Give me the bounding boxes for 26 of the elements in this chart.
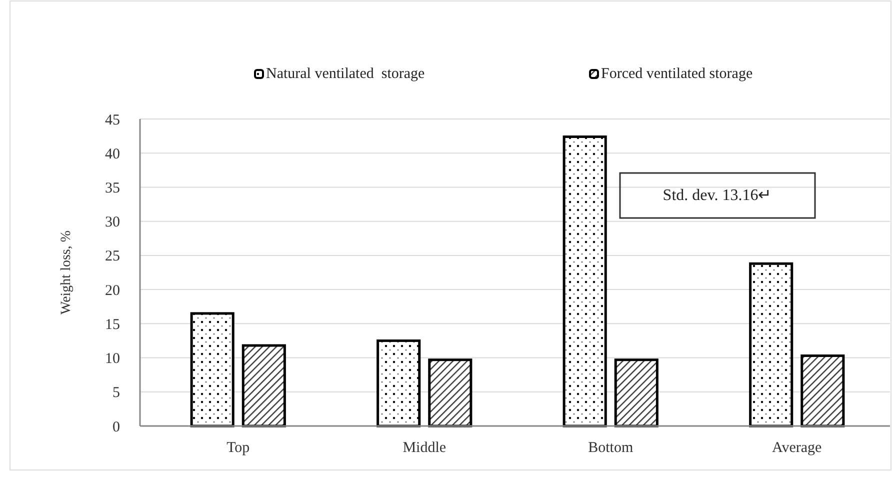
y-tick-label: 40 [105,146,120,162]
bar [376,339,421,428]
y-tick-label: 30 [105,214,120,231]
y-tick-label: 45 [105,112,120,128]
legend-label: Forced ventilated storage [601,66,753,82]
y-tick-label: 10 [105,351,120,368]
y-tick-label: 25 [105,248,120,265]
y-tick-label: 35 [105,180,120,196]
annotation: Std. dev. 13.16↵ [662,187,772,204]
bar [614,358,658,428]
legend-label: Natural ventilated storage [266,66,426,82]
bar [749,262,794,428]
bar [190,312,234,428]
y-axis-title: Weight loss, % [59,230,74,315]
x-tick-label: Average [772,440,822,456]
y-tick-label: 15 [105,316,120,333]
y-tick-label: 20 [105,282,120,299]
bar [428,358,472,428]
x-tick-label: Middle [402,440,446,456]
y-tick-label: 5 [112,385,120,402]
bar [800,354,845,428]
bar [562,135,607,428]
x-tick-label: Bottom [588,440,634,456]
y-tick-label: 0 [112,419,120,436]
x-tick-label: Top [226,440,250,456]
bar [242,344,286,428]
